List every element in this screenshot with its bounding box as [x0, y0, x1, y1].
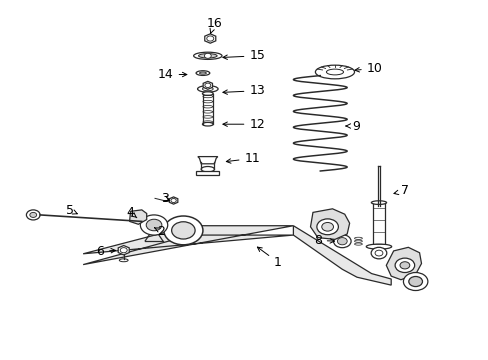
Polygon shape: [169, 197, 178, 204]
Text: 8: 8: [313, 234, 334, 247]
Circle shape: [171, 222, 195, 239]
Ellipse shape: [197, 86, 218, 92]
Ellipse shape: [198, 54, 217, 58]
Text: 5: 5: [66, 204, 77, 217]
Circle shape: [316, 219, 338, 235]
Polygon shape: [196, 171, 219, 175]
Text: 1: 1: [257, 247, 281, 269]
Polygon shape: [118, 246, 129, 255]
Text: 4: 4: [126, 206, 137, 219]
Polygon shape: [204, 34, 215, 43]
Text: 7: 7: [393, 184, 408, 197]
Polygon shape: [129, 210, 146, 224]
Polygon shape: [198, 157, 217, 164]
Circle shape: [140, 215, 167, 235]
Ellipse shape: [370, 201, 386, 204]
Circle shape: [163, 216, 203, 245]
Ellipse shape: [366, 244, 391, 249]
Text: 3: 3: [161, 192, 169, 205]
Circle shape: [204, 53, 211, 58]
Ellipse shape: [196, 71, 209, 75]
Polygon shape: [386, 247, 421, 280]
Circle shape: [403, 273, 427, 291]
Circle shape: [120, 248, 127, 253]
Polygon shape: [310, 209, 349, 239]
Text: 6: 6: [96, 245, 115, 258]
Polygon shape: [293, 226, 390, 285]
Text: 11: 11: [226, 152, 260, 165]
Ellipse shape: [201, 166, 214, 172]
Text: 16: 16: [206, 17, 222, 33]
Text: 9: 9: [346, 120, 359, 132]
Circle shape: [394, 258, 414, 273]
Circle shape: [333, 235, 350, 248]
Ellipse shape: [315, 65, 354, 79]
Ellipse shape: [202, 122, 213, 126]
Text: 10: 10: [354, 62, 382, 75]
Circle shape: [26, 210, 40, 220]
Ellipse shape: [119, 259, 128, 262]
Circle shape: [370, 247, 386, 259]
Circle shape: [408, 276, 422, 287]
Circle shape: [171, 199, 176, 202]
Text: 14: 14: [158, 68, 186, 81]
Text: 2: 2: [154, 225, 165, 238]
Text: 15: 15: [223, 49, 264, 62]
Polygon shape: [83, 226, 293, 265]
Circle shape: [374, 250, 382, 256]
Circle shape: [206, 36, 213, 41]
Ellipse shape: [199, 72, 206, 74]
Circle shape: [146, 219, 162, 231]
Text: 13: 13: [223, 84, 264, 97]
Bar: [372, 203, 384, 247]
Ellipse shape: [202, 92, 213, 95]
Ellipse shape: [202, 87, 213, 91]
Circle shape: [337, 238, 346, 245]
Polygon shape: [203, 81, 212, 89]
Circle shape: [321, 222, 333, 231]
Ellipse shape: [326, 69, 343, 75]
Text: 12: 12: [223, 118, 264, 131]
Circle shape: [399, 262, 409, 269]
Circle shape: [30, 212, 37, 217]
Circle shape: [204, 83, 210, 87]
Ellipse shape: [193, 52, 222, 59]
